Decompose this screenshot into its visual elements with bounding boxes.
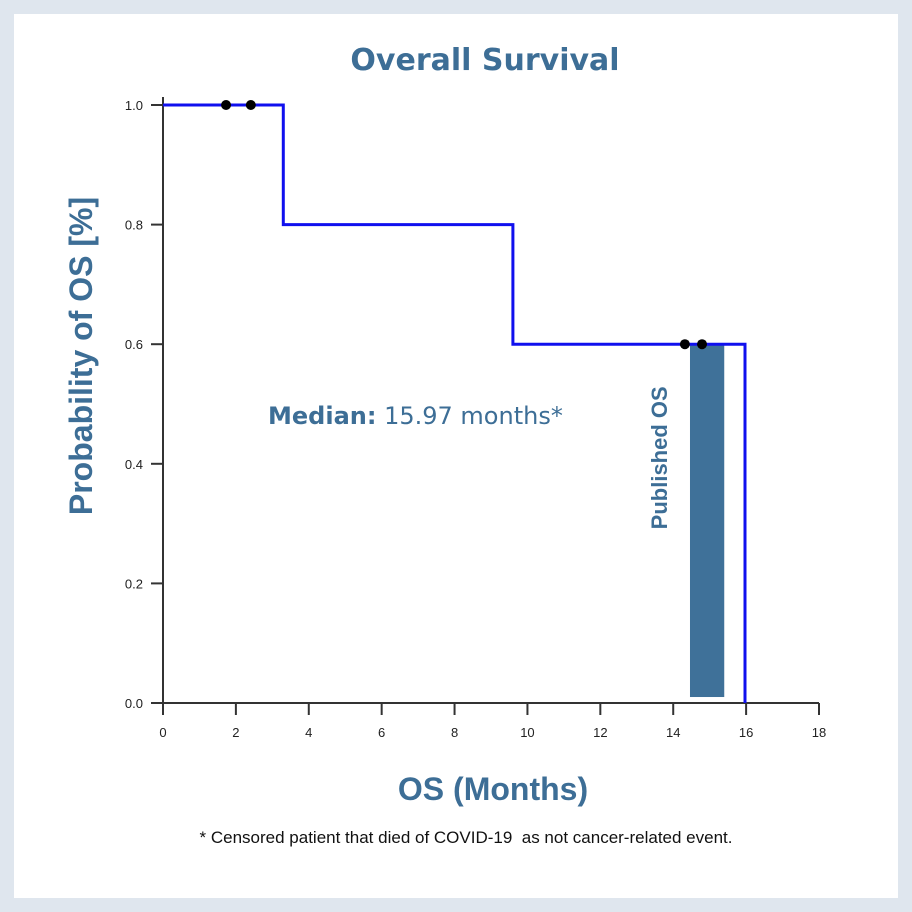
y-axis-title: Probability of OS [%] bbox=[63, 197, 99, 515]
censor-mark bbox=[245, 100, 256, 110]
x-tick-label: 6 bbox=[378, 725, 385, 740]
y-tick-label: 0.8 bbox=[125, 218, 143, 233]
x-axis-title: OS (Months) bbox=[398, 771, 588, 807]
median-label: Median: bbox=[268, 402, 376, 430]
censor-mark bbox=[679, 339, 690, 350]
y-tick-label: 0.2 bbox=[125, 576, 143, 591]
censor-marks bbox=[221, 100, 708, 350]
x-tick-label: 14 bbox=[666, 725, 680, 740]
censor-mark bbox=[697, 339, 708, 350]
y-tick-label: 0.4 bbox=[125, 457, 143, 472]
x-axis: 0 2 4 6 8 10 12 14 16 18 bbox=[151, 702, 826, 740]
published-os-label: Published OS bbox=[647, 386, 672, 529]
y-tick-label: 0.6 bbox=[125, 337, 143, 352]
x-tick-label: 10 bbox=[520, 725, 534, 740]
x-tick-label: 12 bbox=[593, 725, 607, 740]
chart-card bbox=[14, 14, 898, 898]
y-axis: 0.0 0.2 0.4 0.6 0.8 1.0 bbox=[125, 97, 164, 715]
y-tick-label: 1.0 bbox=[125, 98, 143, 113]
published-os-band bbox=[689, 344, 725, 698]
x-tick-label: 16 bbox=[739, 725, 753, 740]
chart-title: Overall Survival bbox=[350, 43, 619, 78]
x-tick-label: 18 bbox=[812, 725, 826, 740]
x-tick-label: 0 bbox=[159, 725, 166, 740]
x-tick-label: 8 bbox=[451, 725, 458, 740]
censor-mark bbox=[221, 100, 232, 110]
x-tick-label: 2 bbox=[232, 725, 239, 740]
median-value: 15.97 months* bbox=[376, 402, 562, 430]
footnote: * Censored patient that died of COVID-19… bbox=[200, 828, 733, 847]
median-annotation: Median: 15.97 months* bbox=[268, 402, 563, 430]
x-tick-label: 4 bbox=[305, 725, 312, 740]
survival-curve bbox=[163, 103, 747, 703]
y-tick-label: 0.0 bbox=[125, 696, 143, 711]
